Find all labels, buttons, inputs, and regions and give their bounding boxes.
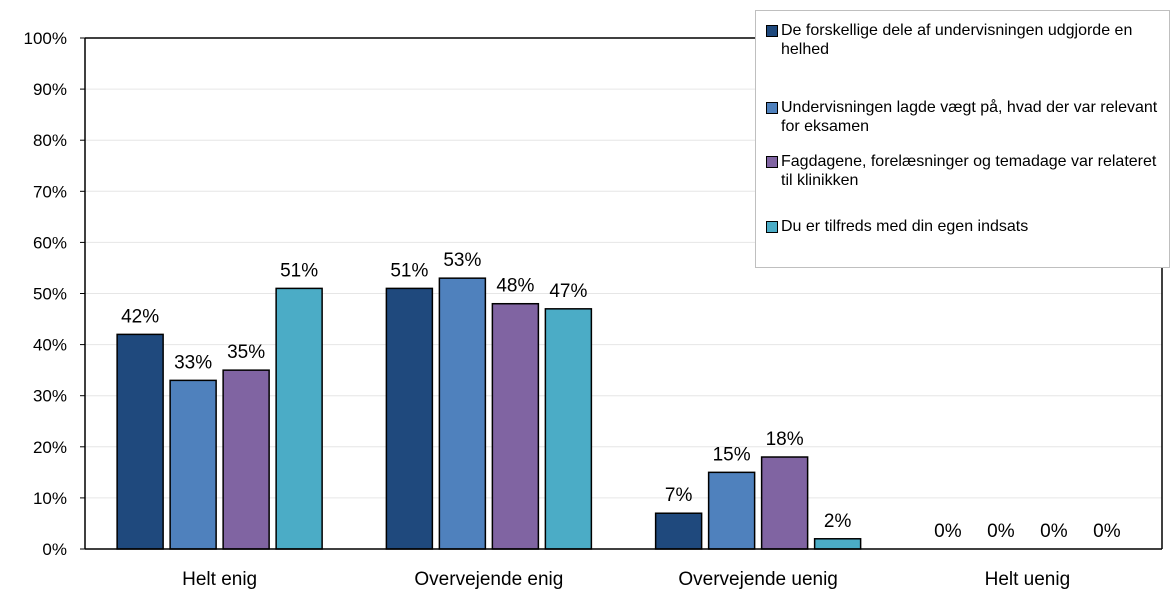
legend-swatch <box>766 156 778 168</box>
legend-label: Undervisningen lagde vægt på, hvad der v… <box>781 99 1158 135</box>
data-label: 0% <box>1093 521 1121 542</box>
bar <box>116 333 164 550</box>
data-label: 47% <box>549 281 587 302</box>
legend-label: Fagdagene, forelæsninger og temadage var… <box>781 153 1157 189</box>
x-tick-label: Overvejende enig <box>414 569 563 589</box>
data-label: 18% <box>766 429 804 450</box>
bar <box>707 471 756 550</box>
legend-swatch <box>766 102 778 114</box>
data-label: 2% <box>824 511 852 532</box>
legend-swatch <box>766 221 778 233</box>
legend-item: Undervisningen lagde vægt på, hvad der v… <box>766 98 1166 136</box>
legend-item: Du er tilfreds med din egen indsats <box>766 217 1166 236</box>
data-label: 0% <box>934 521 962 542</box>
y-tick-label: 0% <box>42 540 67 559</box>
y-tick-label: 50% <box>33 285 67 304</box>
x-axis-labels: Helt enig Overvejende enig Overvejende uen… <box>182 569 1070 589</box>
data-label: 0% <box>1040 521 1068 542</box>
bar <box>438 277 487 550</box>
data-label: 33% <box>174 352 212 373</box>
bar <box>275 287 323 550</box>
legend-swatch <box>766 25 778 37</box>
data-label: 51% <box>390 260 428 281</box>
bar <box>222 369 270 550</box>
data-label: 0% <box>987 521 1015 542</box>
data-label: 7% <box>665 485 693 506</box>
bar <box>654 512 703 550</box>
bar-labels: 42% 33% 35% 51% 51% 53% 48% 47% 7% 15% 18% 2% 0% 0% 0%… <box>121 250 1121 542</box>
y-tick-label: 70% <box>33 182 67 201</box>
legend-item: De forskellige dele af undervisningen ud… <box>766 21 1166 59</box>
data-label: 42% <box>121 306 159 327</box>
y-axis-ticks: 0% 10% 20% 30% 40% 50% 60% 70% 80% 90% 100% <box>24 29 85 559</box>
legend-label: Du er tilfreds med din egen indsats <box>781 218 1029 235</box>
bar <box>544 308 593 550</box>
y-tick-label: 60% <box>33 233 67 252</box>
data-label: 51% <box>280 260 318 281</box>
y-tick-label: 10% <box>33 489 67 508</box>
y-tick-label: 40% <box>33 336 67 355</box>
y-tick-label: 20% <box>33 438 67 457</box>
y-tick-label: 30% <box>33 387 67 406</box>
bar <box>491 302 540 550</box>
bar <box>760 456 809 550</box>
x-tick-label: Helt enig <box>182 569 257 589</box>
data-label: 15% <box>713 444 751 465</box>
legend-label: De forskellige dele af undervisningen ud… <box>781 22 1133 58</box>
bar <box>169 379 217 550</box>
y-tick-label: 80% <box>33 131 67 150</box>
bars <box>116 277 862 550</box>
y-tick-label: 100% <box>24 29 67 48</box>
legend: De forskellige dele af undervisningen ud… <box>755 10 1170 268</box>
data-label: 53% <box>443 250 481 271</box>
data-label: 48% <box>496 276 534 297</box>
bar <box>813 538 862 550</box>
data-label: 35% <box>227 342 265 363</box>
y-tick-label: 90% <box>33 80 67 99</box>
x-tick-label: Overvejende uenig <box>678 569 838 589</box>
legend-item: Fagdagene, forelæsninger og temadage var… <box>766 152 1166 190</box>
x-tick-label: Helt uenig <box>985 569 1071 589</box>
bar <box>385 287 434 550</box>
